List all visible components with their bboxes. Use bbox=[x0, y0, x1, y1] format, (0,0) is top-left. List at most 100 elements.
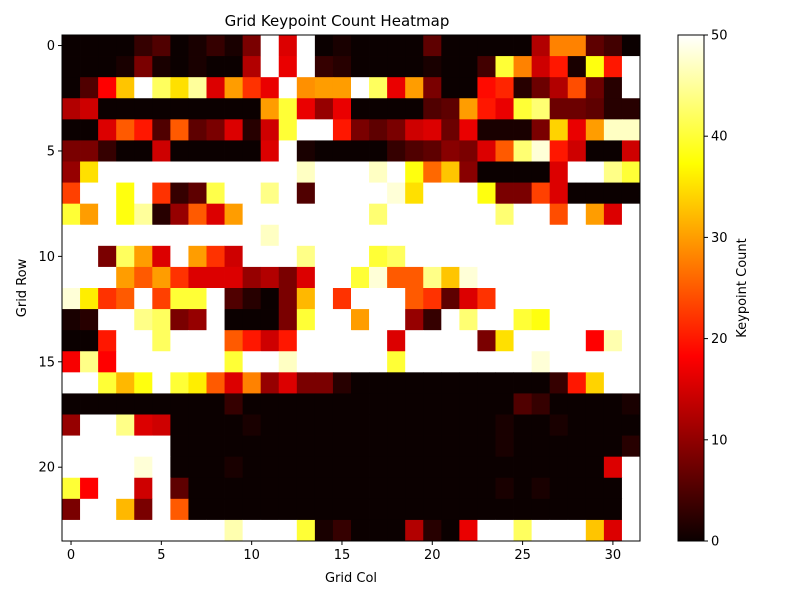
heatmap-cell bbox=[531, 98, 551, 120]
heatmap-cell bbox=[116, 161, 135, 183]
heatmap-cell bbox=[441, 182, 460, 205]
heatmap-cell bbox=[441, 77, 460, 99]
heatmap-cell bbox=[260, 224, 280, 247]
heatmap-cell bbox=[242, 519, 262, 542]
heatmap-cell bbox=[441, 330, 460, 352]
colorbar-tick-label: 30 bbox=[711, 231, 728, 246]
heatmap-cell bbox=[459, 77, 478, 99]
heatmap-cell bbox=[332, 161, 352, 183]
heatmap-cell bbox=[296, 140, 316, 162]
heatmap-cell bbox=[459, 414, 478, 436]
heatmap-cell bbox=[459, 372, 478, 394]
heatmap-cell bbox=[62, 435, 81, 458]
heatmap-cell bbox=[441, 224, 460, 247]
heatmap-cell bbox=[188, 393, 207, 415]
heatmap-cell bbox=[332, 288, 352, 310]
heatmap-cell bbox=[80, 56, 99, 78]
heatmap-cell bbox=[98, 498, 117, 521]
heatmap-cell bbox=[332, 203, 352, 226]
heatmap-cell bbox=[170, 203, 189, 226]
heatmap-cell bbox=[224, 393, 244, 415]
colorbar-tick-label: 50 bbox=[711, 29, 728, 44]
heatmap-cell bbox=[206, 182, 225, 205]
y-tick-label: 0 bbox=[47, 39, 55, 54]
heatmap-cell bbox=[387, 456, 406, 479]
heatmap-cell bbox=[314, 414, 334, 436]
heatmap-cell bbox=[495, 98, 514, 120]
heatmap-cell bbox=[242, 435, 262, 458]
heatmap-cell bbox=[62, 140, 81, 162]
heatmap-cell bbox=[459, 224, 478, 247]
heatmap-cell bbox=[423, 56, 442, 78]
heatmap-cell bbox=[369, 309, 388, 331]
heatmap-cell bbox=[206, 203, 225, 226]
heatmap-cell bbox=[278, 119, 298, 141]
heatmap-cell bbox=[387, 203, 406, 226]
heatmap-cell bbox=[242, 393, 262, 415]
heatmap-cell bbox=[152, 288, 171, 310]
heatmap-cell bbox=[278, 224, 298, 247]
heatmap-cell bbox=[188, 519, 207, 542]
heatmap-cell bbox=[531, 330, 551, 352]
heatmap-cell bbox=[369, 414, 388, 436]
heatmap-cell bbox=[531, 288, 551, 310]
heatmap-cell bbox=[80, 477, 99, 500]
heatmap-cell bbox=[495, 56, 514, 78]
heatmap-cell bbox=[260, 266, 280, 289]
heatmap-cell bbox=[459, 98, 478, 120]
heatmap-cell bbox=[567, 245, 587, 268]
heatmap-cell bbox=[495, 140, 514, 162]
heatmap-cell bbox=[332, 35, 352, 57]
heatmap-cell bbox=[278, 372, 298, 394]
heatmap-cell bbox=[134, 161, 153, 183]
heatmap-cell bbox=[206, 498, 225, 521]
heatmap-cell bbox=[495, 182, 514, 205]
heatmap-cell bbox=[621, 351, 641, 373]
heatmap-cell bbox=[98, 519, 117, 542]
heatmap-cell bbox=[549, 203, 569, 226]
heatmap-cell bbox=[116, 393, 135, 415]
heatmap-cell bbox=[567, 203, 587, 226]
heatmap-cell bbox=[332, 477, 352, 500]
heatmap-cell bbox=[513, 288, 533, 310]
x-tick-label: 30 bbox=[605, 548, 622, 563]
heatmap-cell bbox=[278, 309, 298, 331]
heatmap-cell bbox=[260, 245, 280, 268]
heatmap-cell bbox=[242, 224, 262, 247]
heatmap-cell bbox=[387, 435, 406, 458]
heatmap-cell bbox=[170, 182, 189, 205]
heatmap-cell bbox=[98, 477, 117, 500]
heatmap-cell bbox=[332, 309, 352, 331]
heatmap-cell bbox=[423, 456, 442, 479]
heatmap-cell bbox=[387, 140, 406, 162]
heatmap-cell bbox=[549, 266, 569, 289]
heatmap-cell bbox=[423, 245, 442, 268]
heatmap-cell bbox=[152, 477, 171, 500]
heatmap-cell bbox=[585, 203, 605, 226]
heatmap-cell bbox=[188, 372, 207, 394]
heatmap-cell bbox=[459, 498, 478, 521]
heatmap-cell bbox=[531, 266, 551, 289]
heatmap-cell bbox=[603, 266, 623, 289]
heatmap-cell bbox=[152, 498, 171, 521]
heatmap-cell bbox=[423, 393, 442, 415]
heatmap-cell bbox=[423, 372, 442, 394]
heatmap-cell bbox=[314, 203, 334, 226]
heatmap-cell bbox=[513, 98, 533, 120]
heatmap-cell bbox=[206, 519, 225, 542]
heatmap-cell bbox=[278, 203, 298, 226]
heatmap-cell bbox=[351, 498, 370, 521]
heatmap-cell bbox=[423, 414, 442, 436]
heatmap-cell bbox=[98, 203, 117, 226]
heatmap-cell bbox=[603, 309, 623, 331]
heatmap-cell bbox=[80, 519, 99, 542]
heatmap-cell bbox=[296, 330, 316, 352]
heatmap-cell bbox=[567, 140, 587, 162]
heatmap-cell bbox=[206, 330, 225, 352]
heatmap-cell bbox=[80, 309, 99, 331]
heatmap-cell bbox=[314, 161, 334, 183]
heatmap-cell bbox=[152, 330, 171, 352]
heatmap-cell bbox=[314, 288, 334, 310]
heatmap-cell bbox=[296, 35, 316, 57]
heatmap-cell bbox=[531, 182, 551, 205]
